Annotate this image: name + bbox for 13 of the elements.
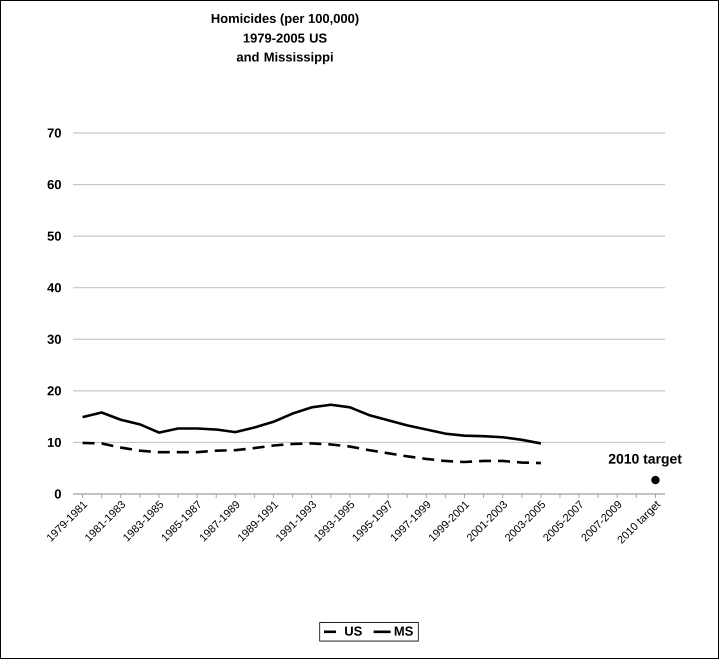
- legend-label: MS: [394, 626, 413, 636]
- legend-label: US: [345, 626, 362, 636]
- annotation: 2010 target: [608, 454, 682, 467]
- y-tick-label: 50: [47, 232, 61, 241]
- y-tick-label: 10: [48, 438, 61, 447]
- y-tick-label: 40: [47, 283, 61, 292]
- y-tick-label: 20: [48, 386, 61, 396]
- y-tick-label: 30: [47, 334, 61, 344]
- y-tick-label: 0: [54, 489, 61, 499]
- chart-subtitle: 1979-2005 US and Mississippi: [236, 34, 333, 64]
- y-tick-label: 70: [48, 128, 61, 138]
- y-tick-label: 60: [48, 180, 61, 190]
- chart-title: Homicides (per 100,000): [212, 14, 358, 26]
